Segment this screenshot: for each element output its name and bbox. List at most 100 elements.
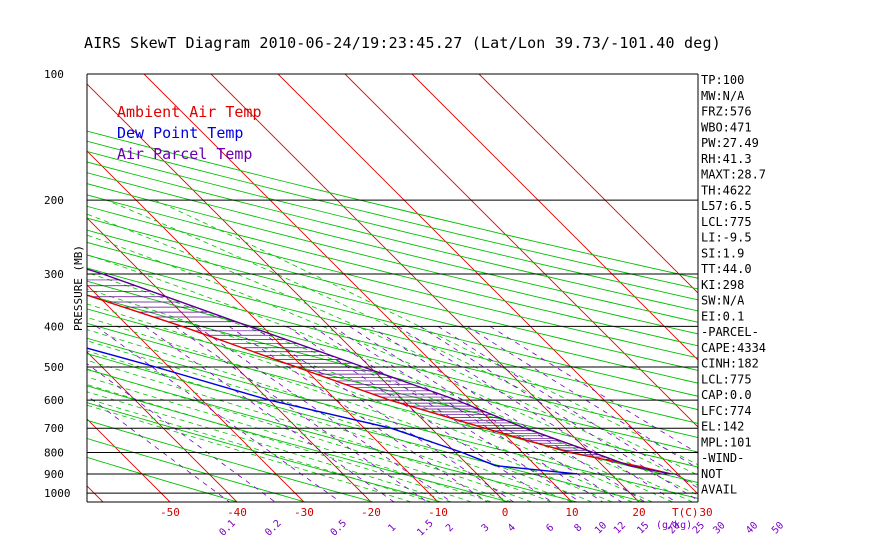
index-entry: PW:27.49 [701, 136, 759, 150]
dry-adiabat [87, 205, 698, 359]
isotherm [87, 485, 104, 502]
index-entry: EL:142 [701, 420, 744, 434]
legend-item: Ambient Air Temp [117, 103, 262, 121]
isotherm [87, 418, 171, 502]
index-entry: MPL:101 [701, 435, 752, 449]
mixing-ratio-tick: 12 [612, 520, 628, 536]
moist-adiabat [106, 199, 698, 476]
isotherm [87, 217, 372, 502]
parcel-temp-line [87, 268, 672, 475]
index-entry: LFC:774 [701, 404, 752, 418]
dry-adiabat [87, 194, 698, 347]
dry-adiabat [87, 280, 698, 439]
bottom-temp-tick: 20 [632, 506, 645, 519]
mixing-ratio-tick: 40 [744, 520, 760, 536]
dry-adiabat [87, 172, 698, 323]
dry-adiabat [87, 140, 698, 290]
index-entry: KI:298 [701, 278, 744, 292]
legend-item: Dew Point Temp [117, 124, 243, 142]
mixing-ratio-tick: 30 [711, 520, 727, 536]
moist-adiabat [87, 303, 633, 502]
isotherm [87, 284, 305, 502]
dry-adiabat [87, 337, 698, 499]
dry-adiabat [87, 267, 698, 424]
dry-adiabat [87, 183, 698, 335]
mixing-ratio-tick: 3 [480, 522, 492, 534]
dry-adiabat [87, 241, 698, 397]
mixing-ratio-tick: 1 [386, 522, 398, 534]
moist-adiabat [87, 398, 432, 502]
pressure-tick-label: 1000 [44, 487, 71, 500]
pressure-tick-label: 600 [44, 394, 64, 407]
mixing-ratio-line [174, 325, 428, 502]
index-entry: TH:4622 [701, 183, 752, 197]
mixing-ratio-line [419, 325, 698, 501]
index-entry: TT:44.0 [701, 262, 752, 276]
index-entry: CAP:0.0 [701, 388, 752, 402]
mixing-ratio-tick: 6 [544, 522, 556, 534]
temp-unit-label: T(C) [672, 506, 699, 519]
mixing-ratio-tick: 8 [573, 522, 585, 534]
bottom-temp-tick: 30 [699, 506, 712, 519]
mixing-ratio-line [87, 363, 276, 502]
pressure-tick-label: 500 [44, 361, 64, 374]
bottom-temp-tick: -50 [160, 506, 180, 519]
index-entry: WBO:471 [701, 120, 752, 134]
moist-adiabat [87, 272, 673, 502]
mixing-ratio-line [489, 325, 698, 454]
isotherm [210, 74, 640, 502]
moist-adiabat [87, 404, 412, 502]
index-entry: -WIND- [701, 451, 744, 465]
mixing-ratio-tick: 15 [635, 520, 651, 536]
mixing-ratio-tick: 2 [444, 522, 456, 534]
dry-adiabat [87, 437, 306, 502]
index-entry: CAPE:4334 [701, 341, 766, 355]
dry-adiabat [87, 294, 698, 453]
moist-adiabat [87, 329, 593, 502]
isobars [87, 73, 698, 494]
index-entry: L57:6.5 [701, 199, 752, 213]
mixing-ratio-line [437, 325, 698, 489]
dry-adiabat [87, 229, 698, 384]
mixing-ratio-tick: 0.5 [329, 518, 350, 539]
dry-adiabat [87, 322, 698, 483]
mixing-ratio-tick: 0.1 [217, 518, 238, 539]
mixing-ratio-line [286, 325, 553, 502]
index-entry: LI:-9.5 [701, 231, 752, 245]
moist-adiabat [87, 213, 698, 486]
moist-adiabat [87, 316, 613, 502]
moist-adiabat [87, 376, 492, 502]
dry-adiabat [87, 308, 698, 468]
mixing-ratio-line [95, 325, 341, 502]
isotherm [478, 74, 698, 294]
background-grid [0, 74, 698, 502]
dry-adiabat [87, 419, 374, 502]
mixing-ratio-unit: (g/kg) [656, 520, 692, 531]
legend: Ambient Air Temp Dew Point Temp Air Parcel… [117, 103, 262, 163]
profiles [87, 268, 672, 475]
pressure-tick-label: 400 [44, 320, 64, 333]
bottom-temp-tick: 10 [565, 506, 578, 519]
mixing-ratio-line [196, 325, 452, 502]
moist-adiabat [87, 288, 653, 502]
index-entry: NOT [701, 467, 723, 481]
isotherm [87, 83, 506, 502]
index-entry: SW:N/A [701, 294, 745, 308]
index-entry: EI:0.1 [701, 309, 744, 323]
dry-adiabat [87, 151, 698, 301]
dry-adiabat [87, 369, 578, 502]
mixing-ratio-tick: 50 [770, 520, 786, 536]
pressure-tick-label: 200 [44, 194, 64, 207]
isotherm [0, 74, 36, 502]
isotherm [277, 74, 698, 495]
isotherm [87, 351, 238, 502]
dry-adiabat [87, 402, 442, 502]
dry-adiabat [87, 130, 698, 279]
moist-adiabat [87, 254, 693, 502]
mixing-ratio-tick: 4 [506, 522, 518, 534]
pressure-tick-label: 800 [44, 447, 64, 460]
mixing-ratio-line [228, 325, 488, 502]
moist-adiabat [87, 234, 698, 496]
